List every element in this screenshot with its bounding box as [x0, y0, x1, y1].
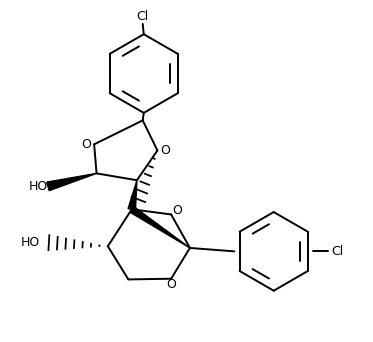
Text: Cl: Cl — [137, 10, 149, 23]
Text: HO: HO — [29, 180, 48, 193]
Text: HO: HO — [21, 236, 40, 249]
Polygon shape — [47, 173, 97, 191]
Polygon shape — [128, 180, 137, 210]
Text: O: O — [166, 278, 176, 291]
Text: O: O — [160, 144, 170, 157]
Polygon shape — [130, 207, 190, 248]
Text: O: O — [82, 138, 92, 151]
Text: Cl: Cl — [331, 245, 343, 258]
Text: O: O — [172, 204, 182, 217]
